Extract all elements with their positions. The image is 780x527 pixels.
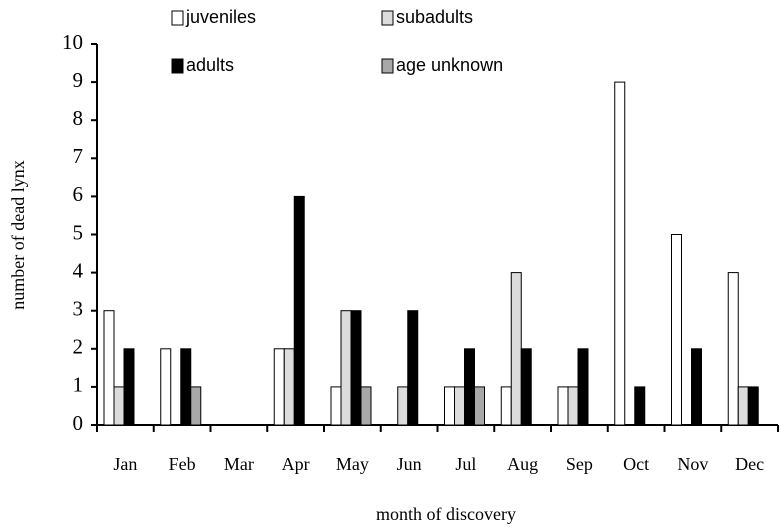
bar (444, 386, 455, 426)
legend-swatch (171, 10, 184, 26)
bar (510, 272, 522, 426)
bar (103, 310, 115, 426)
bar (397, 386, 409, 426)
bar (190, 386, 202, 426)
x-tick-label: Aug (507, 454, 538, 474)
y-tick-label: 2 (73, 335, 84, 359)
y-tick-label: 5 (73, 220, 84, 244)
bar (500, 386, 512, 426)
legend-label: age unknown (396, 55, 503, 75)
bar (474, 386, 485, 426)
bar (557, 386, 569, 426)
y-tick-label: 10 (62, 30, 83, 54)
x-tick-label: Nov (677, 454, 708, 474)
x-tick-label: Dec (735, 454, 764, 474)
bar (727, 272, 739, 426)
bar (567, 386, 579, 426)
legend-swatch (381, 58, 394, 74)
y-tick-label: 7 (73, 144, 84, 168)
bar (577, 348, 589, 426)
x-tick-label: Oct (623, 454, 649, 474)
legend-label: adults (186, 55, 234, 75)
x-tick-label: Sep (566, 454, 593, 474)
bar (747, 386, 759, 426)
bar (283, 348, 295, 426)
x-tick-label: Apr (282, 454, 310, 474)
x-tick-label: Jul (455, 454, 476, 474)
bar (330, 386, 342, 426)
bar (737, 386, 749, 426)
bar (634, 386, 646, 426)
bar (691, 348, 702, 426)
y-tick-label: 3 (73, 297, 84, 321)
bar (360, 386, 372, 426)
bar (293, 195, 305, 426)
bar (123, 348, 135, 426)
bar (180, 348, 192, 426)
y-tick-label: 4 (73, 258, 84, 282)
bar (407, 310, 419, 426)
legend-swatch (381, 10, 394, 26)
y-axis-label: number of dead lynx (8, 160, 28, 309)
x-tick-label: Jan (113, 454, 137, 474)
x-tick-label: Feb (169, 454, 196, 474)
y-tick-label: 1 (73, 373, 84, 397)
legend-label: juveniles (185, 7, 256, 27)
y-tick-label: 9 (73, 68, 84, 92)
x-axis-label: month of discovery (376, 504, 516, 524)
bar (464, 348, 475, 426)
y-tick-label: 8 (73, 106, 84, 130)
x-tick-label: Mar (224, 454, 254, 474)
legend-label: subadults (396, 7, 473, 27)
bar (520, 348, 532, 426)
bar (160, 348, 172, 426)
x-tick-label: Jun (397, 454, 422, 474)
bar (614, 81, 626, 426)
bar (454, 386, 465, 426)
bar (113, 386, 125, 426)
bar (340, 310, 352, 426)
y-tick-label: 0 (73, 411, 84, 435)
bar (350, 310, 362, 426)
x-tick-label: May (336, 454, 369, 474)
legend-swatch (171, 58, 184, 74)
bar (273, 348, 285, 426)
bar (671, 234, 682, 426)
y-tick-label: 6 (73, 182, 84, 206)
